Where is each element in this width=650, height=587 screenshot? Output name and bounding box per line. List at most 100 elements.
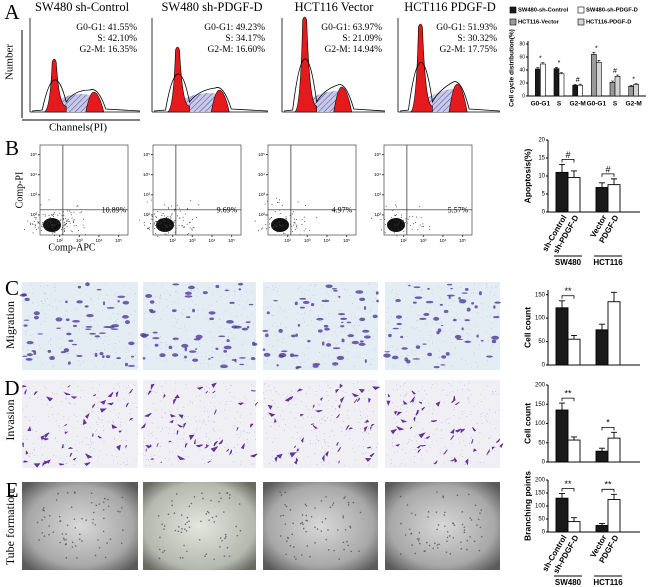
pore [405,464,407,466]
endothelial-cell [36,521,39,524]
pore [309,310,311,311]
pore [225,418,227,420]
stained-cell [310,303,315,307]
stained-cell [439,303,443,306]
pore [113,363,115,365]
pore [85,444,87,445]
stained-cell [297,323,301,327]
endothelial-cell [460,541,462,543]
stained-cell [37,333,44,335]
stained-cell [425,436,430,439]
pore [341,283,343,285]
pore [343,421,344,423]
pore [118,417,119,418]
pore [95,334,96,336]
pore [61,329,63,331]
event-dot [156,226,158,228]
pore [486,413,488,415]
pore [150,433,152,434]
pore [423,397,425,399]
stained-cell [124,320,130,325]
endothelial-cell [38,539,40,541]
stained-cell [425,300,434,304]
stained-cell [97,435,103,439]
pore [277,394,279,395]
event-dot [165,225,167,227]
pore [425,312,427,314]
pore [391,346,393,347]
stained-cell [367,446,372,449]
pore [352,447,354,449]
stained-cell [210,356,214,359]
pore [42,364,43,366]
event-dot [395,206,397,208]
x-tick-label: 10³ [420,238,427,243]
endothelial-cell [43,535,46,537]
event-dot [163,219,165,221]
pore [152,391,154,393]
stained-cell [391,355,399,360]
stained-cell [223,349,228,353]
pore [477,453,479,454]
event-dot [371,217,373,219]
significance-mark: * [606,418,610,428]
pore [147,430,149,432]
endothelial-cell [41,519,43,521]
pore [277,451,278,453]
event-dot [51,224,53,226]
pore [498,347,500,348]
endothelial-cell [310,515,313,518]
event-dot [72,219,74,221]
endothelial-cell [309,555,311,558]
pore [194,415,196,417]
x-tick-label: 10³ [189,238,196,243]
endothelial-cell [184,528,186,530]
pore [251,314,253,315]
event-dot [164,233,166,235]
endothelial-cell [215,515,218,518]
pore [252,286,253,287]
pore [488,339,489,341]
pore [462,455,463,457]
stained-cell [499,443,504,448]
pore [353,365,355,367]
pore [350,343,351,345]
stained-cell [387,394,391,398]
stained-cell [333,289,338,292]
pore [177,460,179,462]
pore [295,398,297,399]
pore [91,381,93,383]
pore [490,436,492,438]
pore [112,420,114,422]
pore [325,318,327,320]
pore [170,411,172,413]
pore [196,430,197,432]
bar [595,187,609,213]
endothelial-cell [48,533,50,536]
stained-cell [415,345,421,349]
stained-cell [237,402,244,406]
pore [161,341,162,343]
error-bar [571,335,577,340]
image-background [385,380,500,468]
pore [56,306,58,308]
event-dot [268,223,270,225]
event-dot [65,224,67,226]
endothelial-cell [460,547,463,550]
event-dot [54,231,56,233]
stained-cell [92,393,96,397]
event-dot [278,202,280,204]
pore [305,289,307,291]
event-dot [285,218,287,220]
pore [126,463,127,465]
stained-cell [170,413,177,418]
pore [199,400,201,402]
pore [243,306,244,308]
pore [414,402,416,404]
pore [410,306,412,308]
pore [109,410,111,412]
pore [435,429,437,431]
pore [76,308,78,310]
pore [422,340,424,342]
event-dot [61,215,63,217]
